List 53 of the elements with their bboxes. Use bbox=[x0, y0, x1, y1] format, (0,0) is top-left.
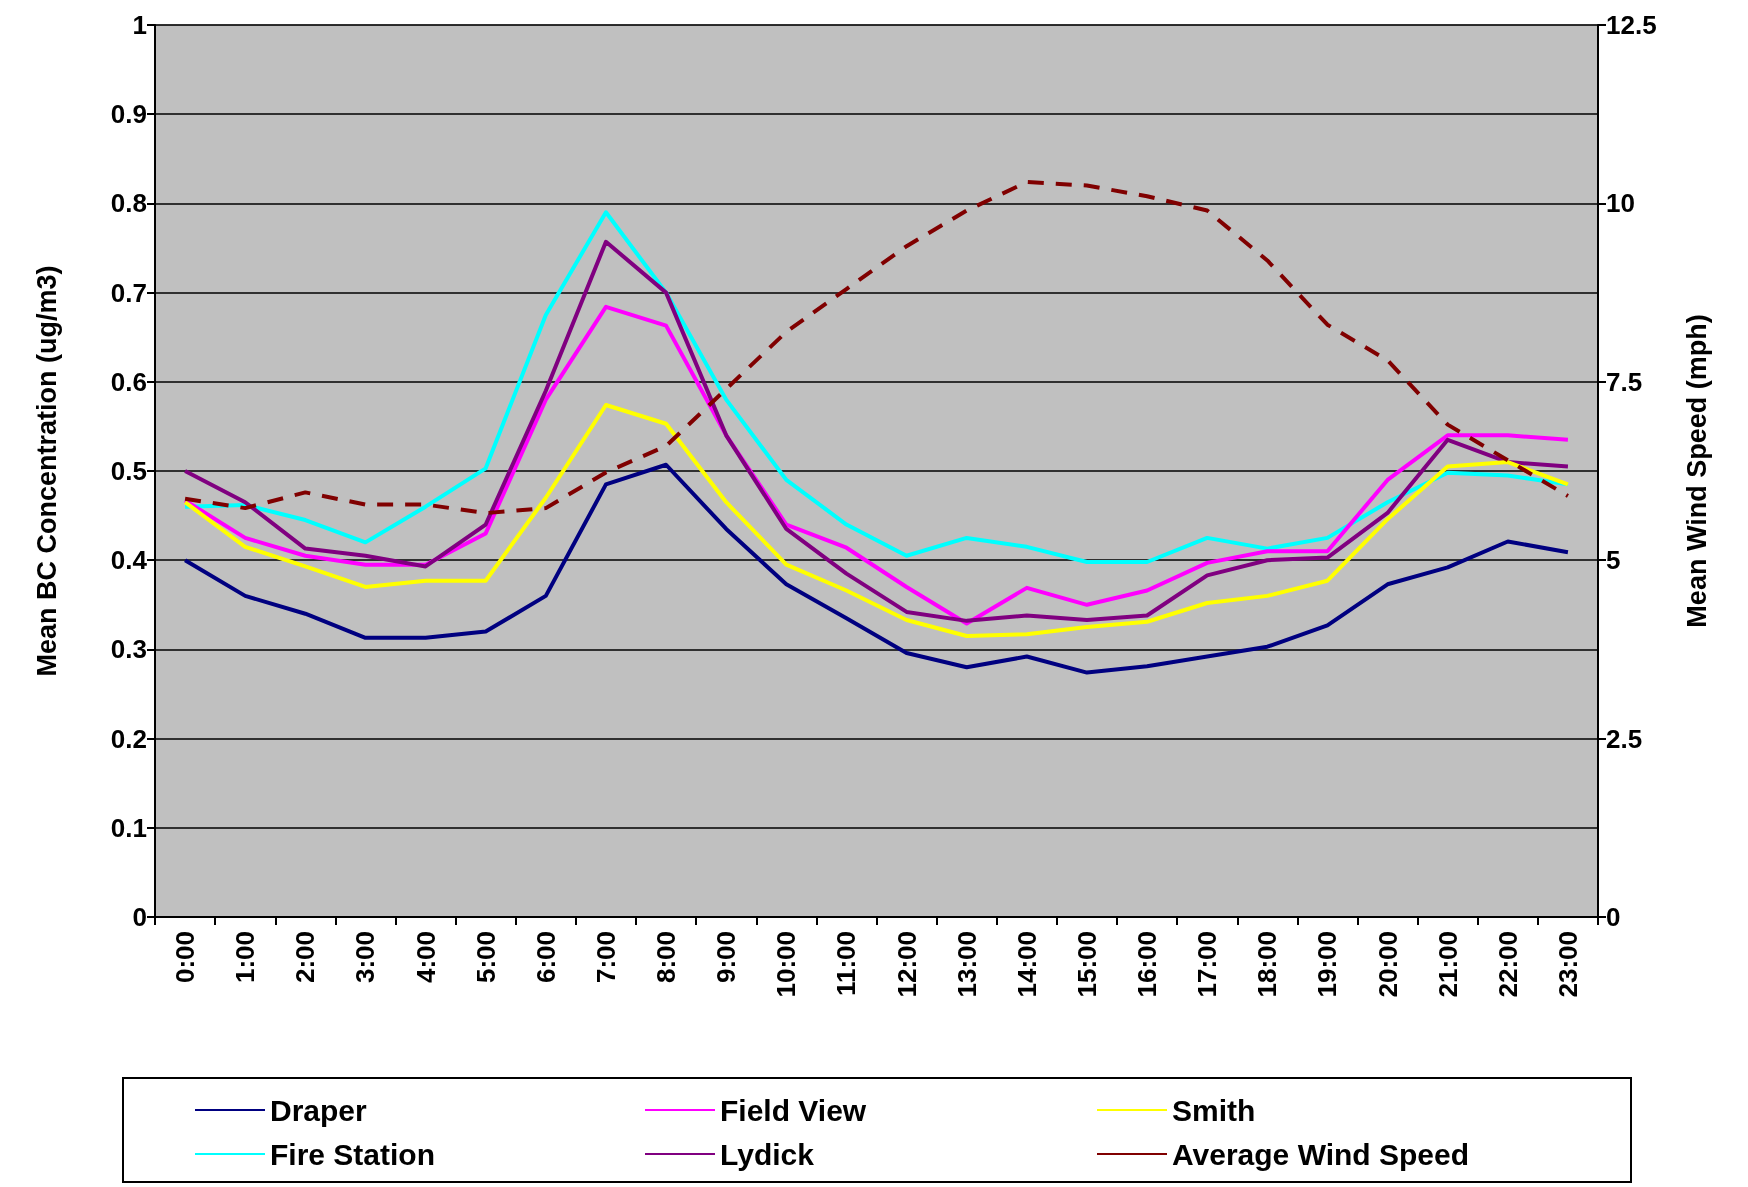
x-tick-label: 23:00 bbox=[1552, 931, 1583, 998]
y-tick-label: 0.9 bbox=[110, 99, 147, 130]
legend-label: Average Wind Speed bbox=[1172, 1137, 1470, 1171]
x-tick-label: 1:00 bbox=[230, 931, 261, 984]
y-tick-label: 0.8 bbox=[110, 188, 147, 219]
x-tick-label: 21:00 bbox=[1432, 931, 1463, 998]
y2-tick-label: 10 bbox=[1606, 188, 1635, 219]
line-series bbox=[183, 239, 1570, 623]
x-tick-label: 5:00 bbox=[470, 931, 501, 984]
x-tick-label: 20:00 bbox=[1372, 931, 1403, 998]
y2-axis-title: Mean Wind Speed (mph) bbox=[1681, 314, 1712, 628]
y2-tick-label: 7.5 bbox=[1606, 366, 1643, 397]
y2-tick-label: 5 bbox=[1606, 545, 1621, 576]
x-tick-label: 17:00 bbox=[1192, 931, 1223, 998]
legend-label: Smith bbox=[1172, 1093, 1256, 1127]
x-tick-label: 2:00 bbox=[290, 931, 321, 984]
y-tick-label: 0.4 bbox=[110, 545, 148, 576]
y-tick-label: 0.7 bbox=[110, 277, 147, 308]
y2-tick-label: 0 bbox=[1606, 902, 1621, 932]
x-tick-label: 22:00 bbox=[1492, 931, 1523, 998]
y2-tick-label: 12.5 bbox=[1606, 10, 1657, 40]
line-series bbox=[183, 402, 1570, 639]
y-tick-label: 0.3 bbox=[110, 634, 147, 665]
x-tick-label: 13:00 bbox=[951, 931, 982, 998]
y-tick-label: 0.5 bbox=[110, 456, 147, 486]
x-tick-label: 18:00 bbox=[1252, 931, 1283, 998]
x-tick-label: 12:00 bbox=[891, 931, 922, 998]
y-tick-label: 0.1 bbox=[110, 812, 147, 843]
x-tick-label: 11:00 bbox=[831, 931, 862, 997]
x-tick-label: 4:00 bbox=[410, 931, 441, 984]
y-tick-label: 0.6 bbox=[110, 366, 147, 397]
x-tick-label: 16:00 bbox=[1132, 931, 1163, 998]
y-tick-label: 1 bbox=[132, 10, 147, 40]
x-tick-label: 19:00 bbox=[1312, 931, 1343, 998]
line-series bbox=[183, 179, 1570, 516]
x-tick-label: 3:00 bbox=[350, 931, 381, 984]
y-tick-label: 0.2 bbox=[110, 723, 147, 754]
x-tick-label: 9:00 bbox=[711, 931, 742, 984]
legend-label: Draper bbox=[270, 1093, 368, 1127]
y2-tick-label: 2.5 bbox=[1606, 723, 1643, 754]
x-tick-label: 15:00 bbox=[1071, 931, 1102, 998]
line-series bbox=[183, 462, 1570, 675]
x-tick-label: 14:00 bbox=[1011, 931, 1042, 998]
x-tick-label: 8:00 bbox=[651, 931, 682, 984]
legend-label: Field View bbox=[720, 1093, 867, 1127]
y-axis-title: Mean BC Concentration (ug/m3) bbox=[31, 265, 62, 677]
x-tick-label: 6:00 bbox=[530, 931, 561, 984]
y-tick-label: 0 bbox=[132, 902, 147, 932]
legend-label: Fire Station bbox=[270, 1137, 436, 1171]
x-tick-label: 7:00 bbox=[590, 931, 621, 984]
legend-label: Lydick bbox=[720, 1137, 815, 1171]
x-tick-label: 10:00 bbox=[771, 931, 802, 998]
x-tick-label: 0:00 bbox=[170, 931, 201, 984]
